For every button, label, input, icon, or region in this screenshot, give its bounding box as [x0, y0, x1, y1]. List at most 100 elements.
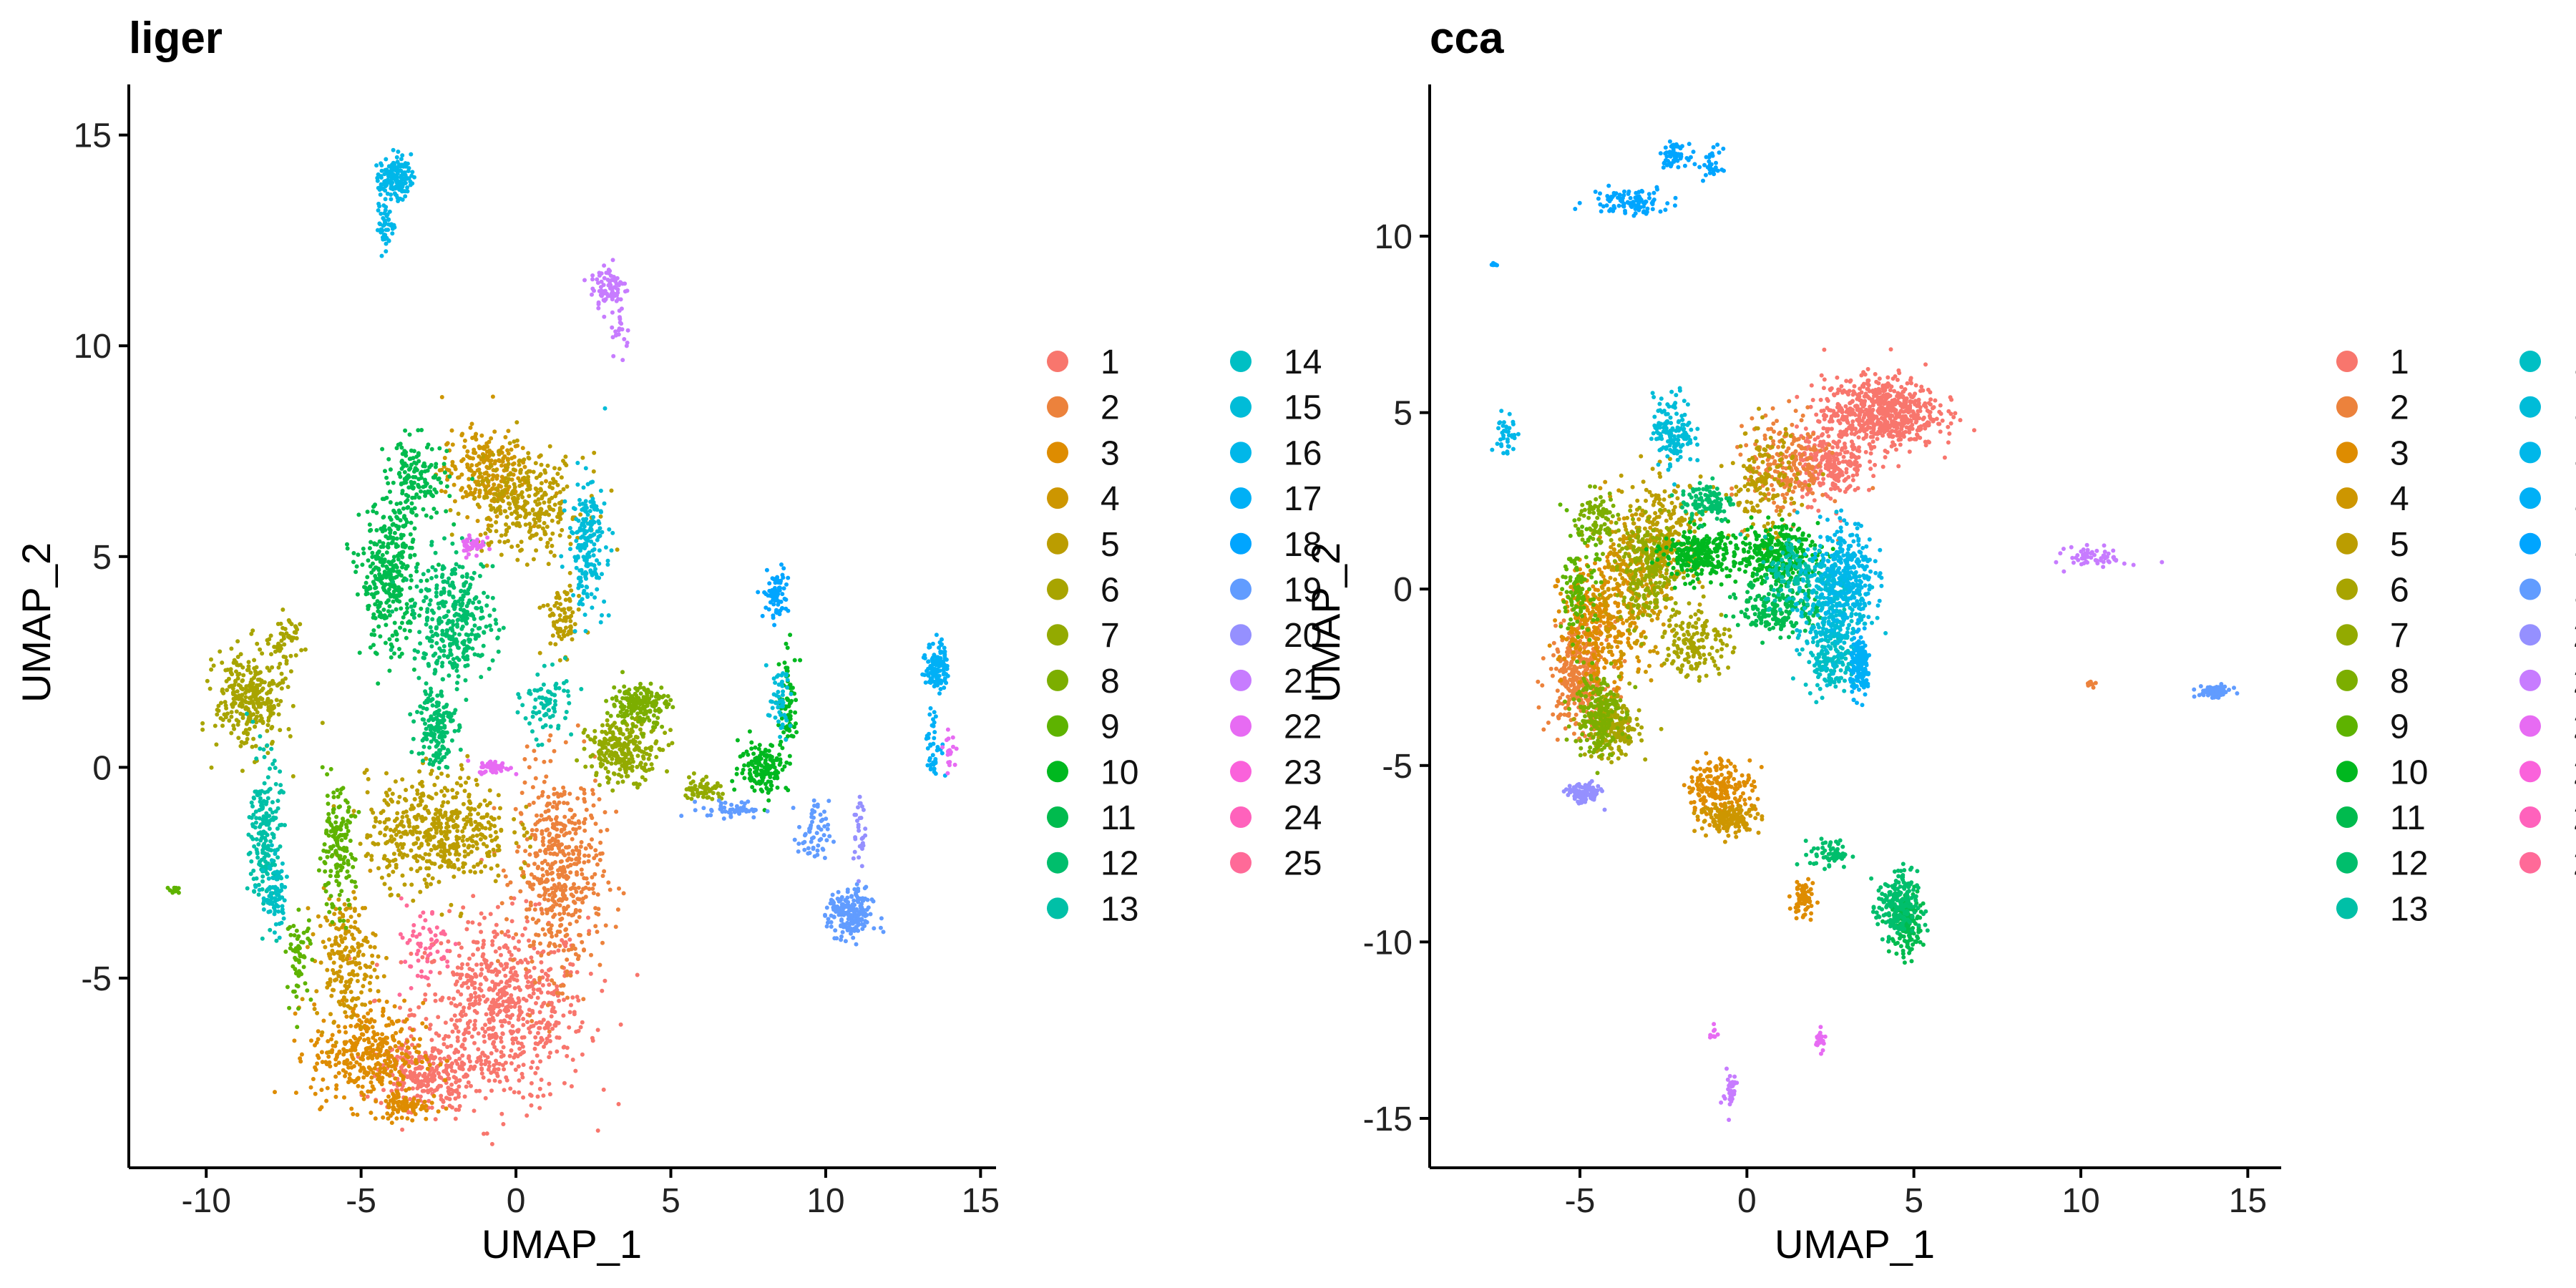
- point: [386, 560, 391, 565]
- point: [649, 745, 654, 750]
- point: [560, 884, 565, 889]
- point: [376, 566, 381, 571]
- point: [499, 1019, 504, 1024]
- point: [568, 630, 573, 635]
- point: [535, 995, 540, 1000]
- point: [436, 1109, 441, 1114]
- point: [500, 992, 505, 997]
- point: [453, 1069, 457, 1074]
- point: [375, 975, 380, 980]
- point: [421, 1083, 426, 1088]
- point: [545, 877, 550, 882]
- point: [595, 1128, 600, 1133]
- point: [548, 733, 553, 738]
- point: [454, 979, 459, 984]
- point: [534, 1020, 539, 1025]
- point: [518, 514, 522, 519]
- point: [404, 566, 409, 571]
- point: [258, 647, 263, 652]
- point: [438, 1049, 443, 1054]
- point: [525, 907, 530, 912]
- point: [355, 1112, 360, 1117]
- point: [395, 1091, 400, 1096]
- point: [495, 499, 500, 504]
- point: [467, 1019, 472, 1024]
- point: [380, 447, 385, 452]
- point: [384, 1035, 389, 1040]
- point: [558, 602, 563, 607]
- point: [742, 776, 747, 781]
- point: [314, 989, 319, 994]
- point: [344, 1048, 349, 1053]
- point: [485, 1055, 490, 1060]
- point: [478, 837, 483, 841]
- point: [784, 786, 789, 791]
- point: [493, 1000, 498, 1005]
- point: [213, 723, 218, 728]
- point: [455, 1035, 460, 1040]
- point: [585, 881, 590, 886]
- point: [492, 429, 497, 434]
- point: [409, 1055, 414, 1060]
- point: [643, 746, 648, 751]
- point: [576, 998, 581, 1003]
- point: [505, 929, 510, 934]
- point: [416, 1043, 421, 1048]
- point: [623, 766, 628, 771]
- point: [424, 1057, 429, 1062]
- point: [456, 512, 461, 516]
- point: [249, 677, 254, 682]
- point: [384, 475, 389, 480]
- point: [364, 1029, 369, 1034]
- point: [353, 884, 358, 889]
- point: [541, 603, 546, 608]
- point: [552, 748, 557, 753]
- point: [399, 1051, 404, 1056]
- point: [533, 1041, 538, 1046]
- point: [502, 1067, 507, 1072]
- point: [562, 607, 567, 612]
- point: [460, 1053, 465, 1058]
- point: [584, 807, 589, 812]
- point: [557, 1035, 562, 1040]
- point: [478, 982, 483, 987]
- point: [324, 902, 329, 907]
- point: [471, 1002, 476, 1008]
- point: [480, 825, 485, 830]
- point: [308, 997, 313, 1002]
- point: [548, 967, 553, 972]
- point: [429, 515, 434, 519]
- point: [498, 511, 503, 516]
- point: [572, 1010, 577, 1015]
- point: [380, 552, 385, 557]
- point: [320, 1030, 325, 1035]
- point: [766, 789, 771, 794]
- point: [233, 678, 238, 683]
- point: [376, 1052, 381, 1057]
- point: [240, 769, 245, 774]
- point: [519, 960, 525, 965]
- point: [598, 829, 603, 834]
- point: [376, 1060, 381, 1065]
- point: [407, 545, 412, 550]
- point: [348, 839, 353, 843]
- point: [280, 608, 286, 612]
- point: [440, 1105, 445, 1109]
- point: [654, 755, 659, 759]
- point: [492, 824, 497, 829]
- point: [539, 481, 544, 486]
- point: [491, 1025, 496, 1030]
- point: [470, 967, 475, 972]
- point: [241, 673, 246, 678]
- point: [560, 842, 564, 847]
- point: [558, 792, 563, 797]
- point: [635, 711, 640, 716]
- point: [600, 988, 605, 993]
- point: [325, 967, 330, 972]
- point: [395, 1048, 400, 1053]
- point: [547, 1081, 552, 1086]
- point: [484, 803, 489, 808]
- point: [546, 844, 551, 849]
- point: [794, 698, 799, 703]
- point: [528, 844, 532, 849]
